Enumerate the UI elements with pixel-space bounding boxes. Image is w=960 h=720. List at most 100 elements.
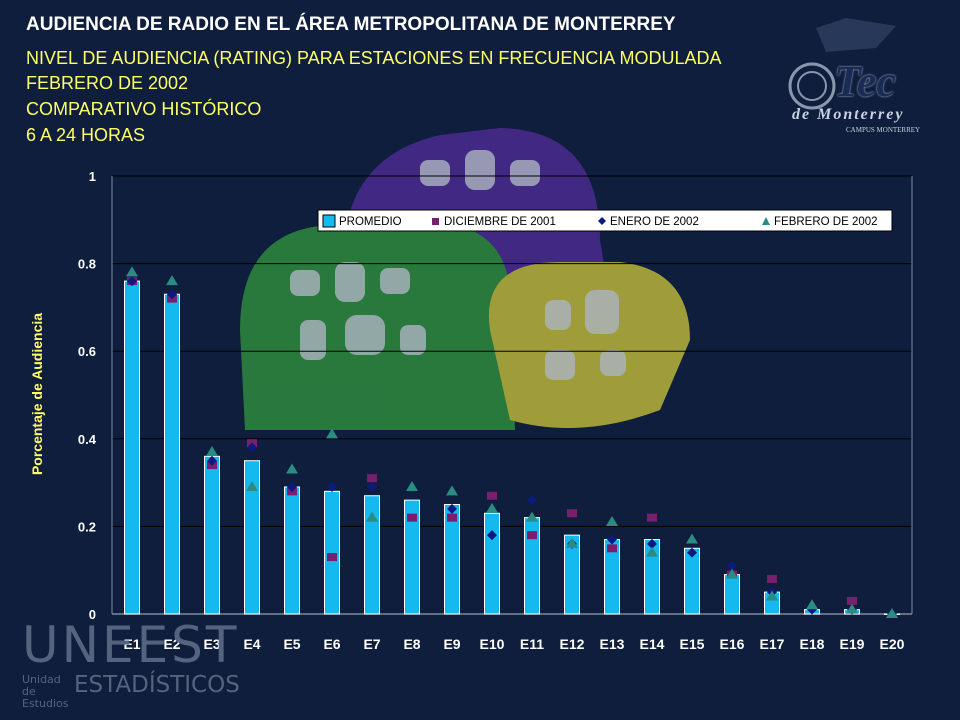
marker-triangle-E11 — [526, 511, 538, 522]
x-tick-label: E19 — [840, 636, 865, 652]
subtitle-line-4: 6 A 24 HORAS — [26, 125, 146, 145]
tec-de-monterrey-logo: Tec de Monterrey CAMPUS MONTERREY — [786, 18, 936, 140]
tec-logo-name: Tec — [834, 57, 896, 106]
legend-label: DICIEMBRE DE 2001 — [444, 216, 556, 228]
marker-diamond-E10 — [487, 530, 497, 541]
series-markers — [126, 266, 898, 619]
y-tick-label: 0.8 — [78, 257, 96, 272]
bar-E2 — [164, 293, 180, 615]
bar-E7 — [364, 495, 380, 615]
marker-diamond-E6 — [327, 481, 337, 492]
marker-triangle-E19 — [846, 603, 858, 614]
uneest-logo-line1: Unidad de Estudios — [22, 673, 69, 710]
marker-square-E6 — [327, 553, 337, 562]
marker-triangle-E2 — [166, 275, 178, 286]
y-axis-label: Porcentaje de Audiencia — [29, 312, 45, 476]
x-tick-label: E3 — [203, 636, 220, 652]
x-tick-label: E12 — [560, 636, 585, 652]
uneest-logo-line2: ESTADÍSTICOS — [74, 672, 240, 698]
x-tick-label: E1 — [123, 636, 140, 652]
marker-diamond-E3 — [207, 455, 217, 466]
tec-seal-icon — [788, 18, 896, 110]
marker-square-E13 — [607, 544, 617, 553]
marker-triangle-E15 — [686, 533, 698, 544]
y-axis-ticks: 0 0.2 0.4 0.6 0.8 1 — [78, 169, 97, 622]
marker-triangle-E17 — [766, 590, 778, 601]
legend: PROMEDIO DICIEMBRE DE 2001 ENERO DE 2002 FE… — [317, 209, 893, 232]
bars-promedio — [124, 280, 900, 615]
x-tick-label: E7 — [363, 636, 380, 652]
x-tick-label: E2 — [163, 636, 180, 652]
legend-swatch-febrero — [762, 217, 770, 225]
y-tick-label: 0.2 — [78, 519, 96, 534]
marker-triangle-E12 — [566, 537, 578, 548]
legend-label: ENERO DE 2002 — [610, 216, 699, 228]
x-axis-ticks: E1 E2 E3 E4 E5 E6 E7 E8 E9 E10 E11 E12 E13 E14 E15 E16 E… — [123, 636, 904, 652]
x-tick-label: E6 — [323, 636, 340, 652]
page-title: AUDIENCIA DE RADIO EN EL ÁREA METROPOLIT… — [26, 14, 676, 35]
marker-diamond-E14 — [647, 538, 657, 549]
marker-diamond-E15 — [687, 547, 697, 558]
marker-triangle-E6 — [326, 428, 338, 439]
legend-swatch-promedio — [322, 214, 336, 228]
bar-E5 — [284, 486, 300, 615]
marker-square-E7 — [367, 474, 377, 483]
y-tick-label: 0.4 — [78, 432, 97, 447]
marker-triangle-E7 — [366, 511, 378, 522]
bar-E3 — [204, 455, 220, 615]
legend-swatch-diciembre — [432, 218, 439, 225]
x-tick-label: E5 — [283, 636, 300, 652]
y-tick-label: 0 — [89, 607, 96, 622]
background-radio-illustration — [240, 128, 690, 430]
legend-swatch-enero — [598, 217, 606, 225]
marker-square-E12 — [567, 509, 577, 518]
uneest-logo: UNEEST Unidad de Estudios ESTADÍSTICOS — [22, 618, 240, 710]
marker-triangle-E3 — [206, 445, 218, 456]
tec-logo-line3: CAMPUS MONTERREY — [846, 126, 921, 134]
marker-square-E9 — [447, 513, 457, 522]
bar-E6 — [324, 490, 340, 615]
marker-triangle-E13 — [606, 516, 618, 527]
marker-triangle-E1 — [126, 266, 138, 277]
marker-triangle-E9 — [446, 485, 458, 496]
marker-diamond-E16 — [727, 560, 737, 571]
y-tick-label: 1 — [89, 169, 96, 184]
x-tick-label: E11 — [520, 636, 544, 652]
bar-E15 — [684, 547, 700, 615]
x-tick-label: E8 — [403, 636, 420, 652]
marker-diamond-E1 — [127, 276, 137, 287]
bar-E4 — [244, 460, 260, 615]
bar-E16 — [724, 574, 740, 615]
x-tick-label: E10 — [480, 636, 505, 652]
marker-diamond-E9 — [447, 503, 457, 514]
x-tick-label: E17 — [760, 636, 785, 652]
marker-square-E17 — [767, 574, 777, 583]
bar-E8 — [404, 499, 420, 615]
marker-square-E19 — [847, 596, 857, 605]
x-tick-label: E15 — [680, 636, 705, 652]
marker-square-E8 — [407, 513, 417, 522]
bar-E12 — [564, 534, 580, 615]
marker-triangle-E16 — [726, 568, 738, 579]
subtitle-line-2: FEBRERO DE 2002 — [26, 73, 189, 93]
uneest-logo-name: UNEEST — [22, 616, 240, 674]
x-tick-label: E9 — [443, 636, 460, 652]
marker-diamond-E13 — [607, 534, 617, 545]
bar-E1 — [124, 280, 140, 615]
subtitle-line-1: NIVEL DE AUDIENCIA (RATING) PARA ESTACIO… — [26, 48, 722, 68]
marker-triangle-E8 — [406, 480, 418, 491]
marker-diamond-E7 — [367, 481, 377, 492]
x-tick-label: E4 — [243, 636, 260, 652]
x-tick-label: E14 — [640, 636, 665, 652]
marker-square-E11 — [527, 531, 537, 540]
legend-label: PROMEDIO — [339, 216, 402, 228]
bar-E10 — [484, 512, 500, 615]
legend-label: FEBRERO DE 2002 — [774, 216, 878, 228]
x-tick-label: E18 — [800, 636, 825, 652]
x-tick-label: E20 — [880, 636, 905, 652]
y-tick-label: 0.6 — [78, 344, 96, 359]
tec-logo-line2: de Monterrey — [792, 106, 905, 123]
x-tick-label: E16 — [720, 636, 745, 652]
marker-triangle-E4 — [246, 480, 258, 491]
